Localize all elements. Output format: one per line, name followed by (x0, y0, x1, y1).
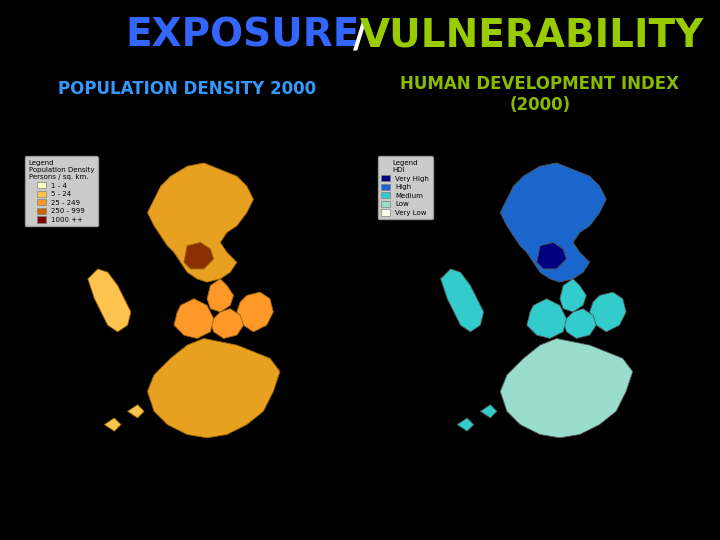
Polygon shape (500, 339, 633, 438)
Polygon shape (527, 299, 567, 339)
Polygon shape (563, 309, 596, 339)
Legend: 1 - 4, 5 - 24, 25 - 249, 250 - 999, 1000 ++: 1 - 4, 5 - 24, 25 - 249, 250 - 999, 1000… (25, 157, 97, 226)
Polygon shape (148, 339, 280, 438)
Polygon shape (127, 404, 144, 418)
Polygon shape (457, 418, 474, 431)
Polygon shape (104, 418, 121, 431)
Text: VULNERABILITY: VULNERABILITY (360, 16, 704, 54)
Polygon shape (500, 163, 606, 282)
Polygon shape (207, 279, 233, 312)
Polygon shape (441, 269, 484, 332)
Polygon shape (536, 242, 567, 269)
Polygon shape (560, 279, 586, 312)
Text: HUMAN DEVELOPMENT INDEX
(2000): HUMAN DEVELOPMENT INDEX (2000) (400, 75, 680, 114)
Polygon shape (148, 163, 253, 282)
Polygon shape (174, 299, 214, 339)
Text: POPULATION DENSITY 2000: POPULATION DENSITY 2000 (58, 80, 316, 98)
Text: /: / (353, 16, 367, 54)
Legend: Very High, High, Medium, Low, Very Low: Very High, High, Medium, Low, Very Low (378, 157, 433, 219)
Polygon shape (237, 292, 274, 332)
Text: EXPOSURE: EXPOSURE (125, 16, 360, 54)
Polygon shape (480, 404, 497, 418)
Polygon shape (210, 309, 243, 339)
Polygon shape (184, 242, 214, 269)
Polygon shape (590, 292, 626, 332)
Polygon shape (88, 269, 131, 332)
